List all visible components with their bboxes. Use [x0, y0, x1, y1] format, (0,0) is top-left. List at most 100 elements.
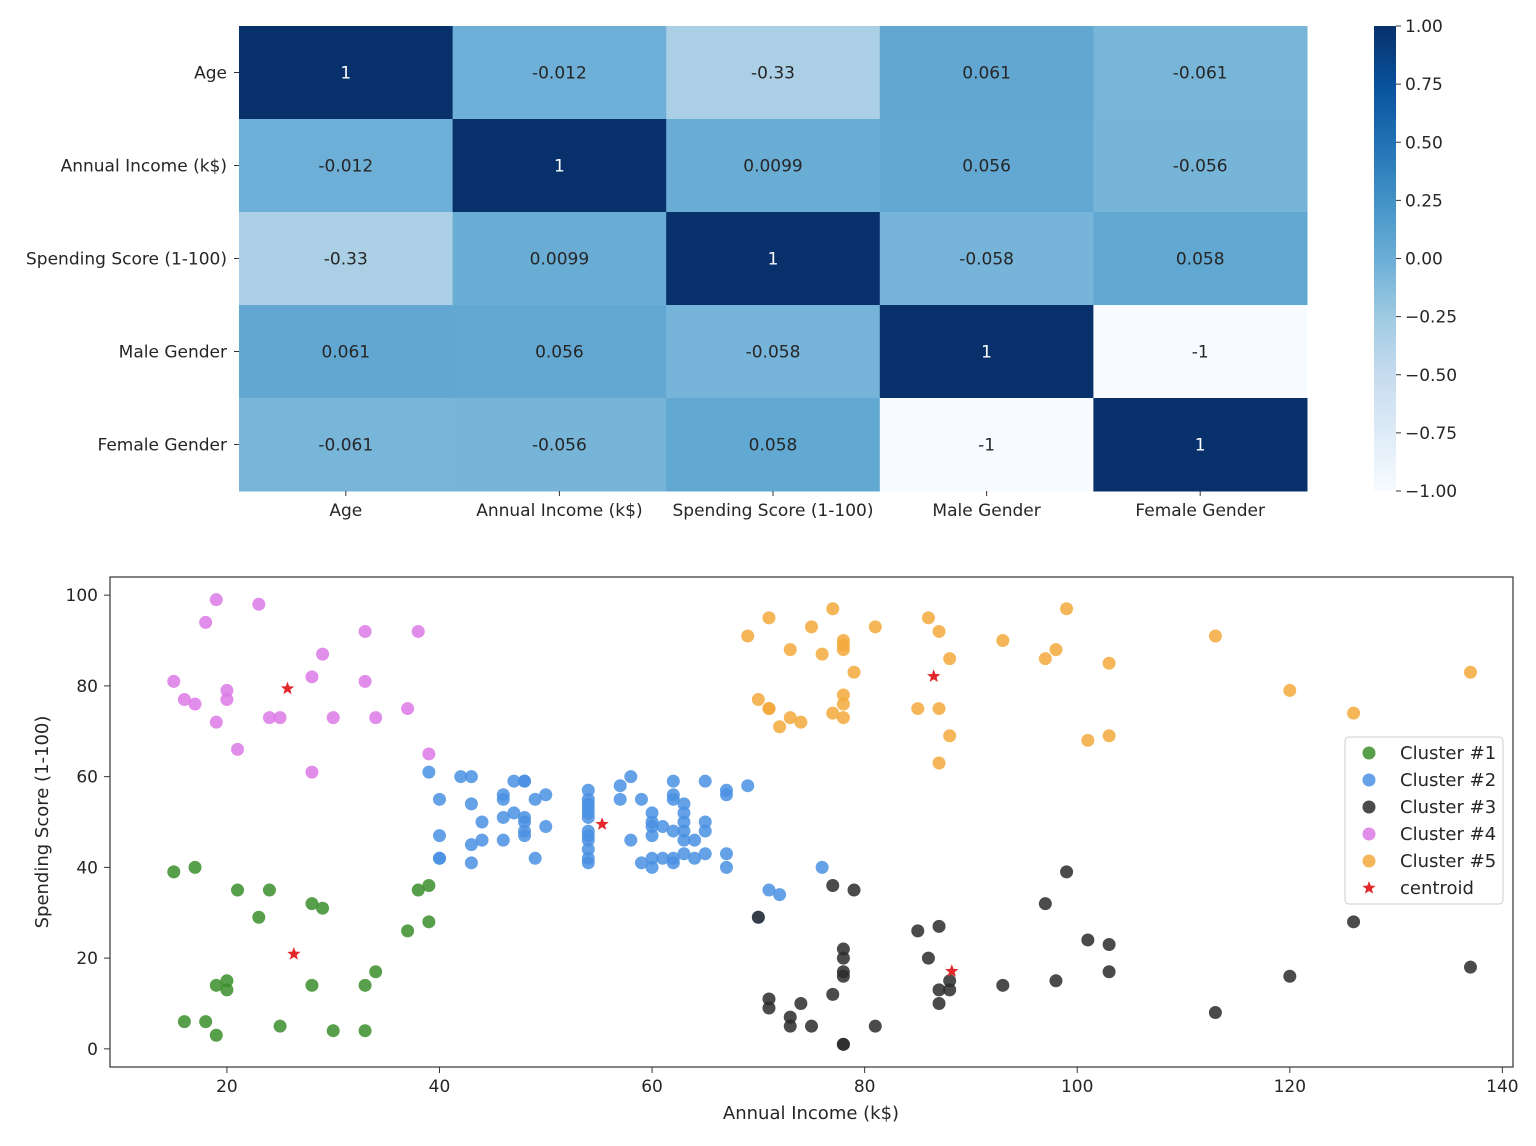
- point-cluster-3: [943, 974, 957, 988]
- point-cluster-1: [177, 1015, 191, 1029]
- point-cluster-2: [645, 815, 659, 829]
- point-cluster-2: [507, 806, 521, 820]
- heatmap-cell-label-3-0: 0.061: [321, 343, 370, 363]
- heatmap-row-ticks: Age Annual Income (k$) Spending Score (1-1…: [26, 64, 239, 456]
- point-cluster-5: [826, 706, 840, 720]
- heatmap-cell-label-1-3: 0.056: [962, 157, 1011, 177]
- heatmap-cell-3-0: [239, 305, 454, 399]
- point-cluster-3: [847, 883, 861, 897]
- colorbar-tick-label: 1.00: [1405, 17, 1443, 37]
- point-cluster-2: [539, 820, 553, 834]
- scatter-points: [167, 593, 1477, 1051]
- heatmap-cell-4-1: [452, 398, 667, 492]
- series-cluster-1: [167, 860, 436, 1042]
- heatmap-cell-3-3: [879, 305, 1094, 399]
- point-cluster-2: [719, 860, 733, 874]
- point-cluster-2: [454, 770, 468, 784]
- point-cluster-4: [401, 702, 415, 716]
- point-cluster-2: [581, 810, 595, 824]
- legend-label-cluster-2: Cluster #2: [1400, 770, 1496, 791]
- heatmap-cell-label-4-3: -1: [978, 436, 995, 456]
- heatmap-cell-label-2-3: -0.058: [959, 250, 1014, 270]
- point-cluster-2: [518, 815, 532, 829]
- heatmap-cell-0-3: [879, 26, 1094, 120]
- point-cluster-2: [719, 847, 733, 861]
- point-cluster-5: [1208, 629, 1222, 643]
- point-cluster-4: [422, 747, 436, 761]
- heatmap-cell-4-2: [666, 398, 881, 492]
- point-cluster-4: [305, 670, 319, 684]
- point-cluster-1: [209, 978, 223, 992]
- point-cluster-5: [1102, 729, 1116, 743]
- heatmap-cell-1-1: [452, 119, 667, 213]
- point-cluster-4: [411, 624, 425, 638]
- point-cluster-3: [996, 978, 1010, 992]
- point-cluster-2: [698, 824, 712, 838]
- heatmap-cell-1-3: [879, 119, 1094, 213]
- heatmap-cell-label-2-2: 1: [768, 250, 779, 270]
- point-cluster-1: [422, 915, 436, 929]
- legend-marker-cluster-3: [1362, 800, 1376, 814]
- legend-marker-cluster-4: [1362, 827, 1376, 841]
- point-cluster-3: [868, 1019, 882, 1033]
- heatmap-cell-0-1: [452, 26, 667, 120]
- point-cluster-2: [432, 829, 446, 843]
- point-cluster-2: [645, 851, 659, 865]
- x-tick-label: 80: [854, 1077, 876, 1097]
- point-cluster-2: [773, 888, 787, 902]
- heatmap-cell-3-1: [452, 305, 667, 399]
- centroid-point: [945, 964, 959, 977]
- heatmap-cell-label-2-1: 0.0099: [530, 250, 589, 270]
- legend-label-cluster-5: Cluster #5: [1400, 851, 1496, 872]
- point-cluster-2: [581, 842, 595, 856]
- colorbar-tick-label: −0.75: [1405, 424, 1457, 444]
- row-label-annual-income-k: Annual Income (k$): [61, 157, 227, 177]
- point-cluster-2: [624, 770, 638, 784]
- legend: Cluster #1 Cluster #2 Cluster #3 Cluster #4…: [1344, 736, 1504, 905]
- point-cluster-5: [1038, 652, 1052, 666]
- point-cluster-5: [783, 711, 797, 725]
- point-cluster-2: [422, 765, 436, 779]
- point-cluster-2: [613, 792, 627, 806]
- column-label-male-gender: Male Gender: [932, 501, 1040, 521]
- legend-label-cluster-3: Cluster #3: [1400, 797, 1496, 818]
- point-cluster-2: [666, 851, 680, 865]
- heatmap-cell-4-4: [1093, 398, 1308, 492]
- point-cluster-5: [921, 611, 935, 625]
- centroid-point: [287, 947, 301, 960]
- correlation-heatmap: 1 -0.012 -0.33 0.061 -0.061 -0.012 1 0.0099 0.05…: [26, 17, 1457, 521]
- point-cluster-3: [1102, 938, 1116, 951]
- point-cluster-5: [836, 711, 850, 725]
- heatmap-cell-label-0-0: 1: [340, 64, 351, 84]
- point-cluster-2: [698, 815, 712, 829]
- y-tick-label: 60: [76, 768, 98, 788]
- heatmap-cell-label-0-3: 0.061: [962, 64, 1011, 84]
- point-cluster-2: [677, 815, 691, 829]
- legend-marker-cluster-2: [1362, 773, 1376, 787]
- heatmap-cell-2-1: [452, 212, 667, 306]
- row-label-female-gender: Female Gender: [97, 436, 227, 456]
- point-cluster-3: [783, 1010, 797, 1024]
- point-cluster-2: [645, 829, 659, 843]
- point-cluster-1: [411, 883, 425, 897]
- point-cluster-2: [698, 847, 712, 861]
- point-cluster-5: [762, 702, 776, 716]
- point-cluster-5: [762, 611, 776, 625]
- centroid-point: [280, 681, 295, 695]
- heatmap-cell-label-3-1: 0.056: [535, 343, 584, 363]
- heatmap-cell-label-0-2: -0.33: [751, 64, 795, 84]
- point-cluster-1: [199, 1015, 213, 1029]
- point-cluster-5: [911, 702, 925, 716]
- x-axis-ticks: 20 40 60 80 100 120 140: [216, 1067, 1519, 1097]
- scatter-plot-area: [109, 576, 1514, 1068]
- point-cluster-2: [432, 792, 446, 806]
- point-cluster-3: [762, 1001, 776, 1015]
- point-cluster-2: [464, 856, 478, 870]
- point-cluster-2: [518, 829, 532, 843]
- point-cluster-1: [316, 901, 330, 915]
- point-cluster-2: [677, 797, 691, 811]
- point-cluster-2: [496, 833, 510, 847]
- point-cluster-5: [932, 624, 946, 638]
- point-cluster-3: [911, 924, 925, 938]
- point-cluster-1: [305, 897, 319, 911]
